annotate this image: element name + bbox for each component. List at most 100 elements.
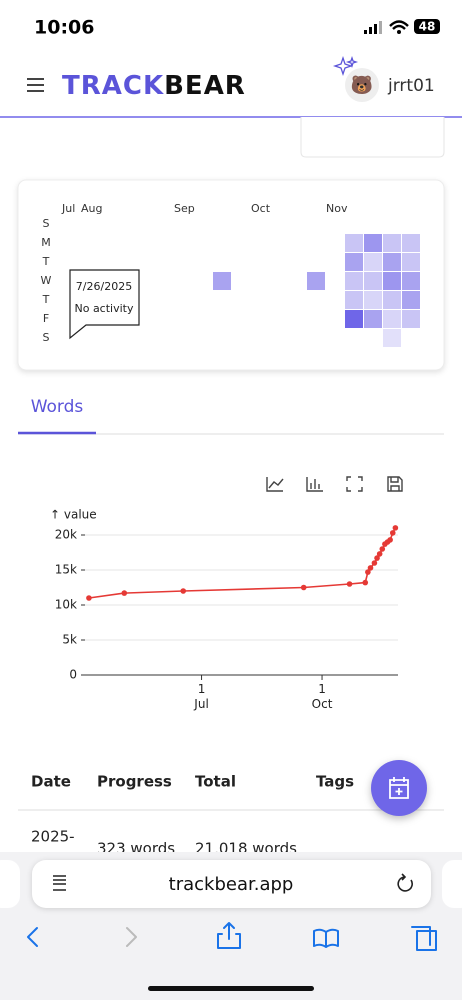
chart: 0 5k 10k 15k 20k [55,525,399,682]
month-label: Oct [251,202,271,215]
heatmap-cell[interactable] [364,310,382,328]
point [300,584,307,591]
tooltip-text: No activity [74,302,133,315]
point [346,581,353,587]
tab-preview [442,860,462,908]
heatmap-cell[interactable] [383,291,401,309]
heatmap-cell[interactable] [364,291,382,309]
day-label: S [43,331,50,344]
heatmap-cell[interactable] [383,253,401,271]
table-header: Progress [97,773,172,791]
battery-level: 48 [419,20,436,34]
signal [364,21,382,34]
toolbox-line[interactable] [266,477,284,492]
table-header: Total [195,773,236,791]
day-label: T [42,293,50,306]
heatmap-cell[interactable] [402,291,420,309]
tab[interactable]: Words [31,397,84,417]
tooltip-date: 7/26/2025 [76,280,132,293]
point [362,579,369,586]
heatmap-cell[interactable] [383,329,401,347]
avatar-emoji: 🐻 [351,74,373,96]
heatmap-cell[interactable] [364,253,382,271]
y-tick-label: 20k [55,528,77,542]
heatmap-cell[interactable] [402,272,420,290]
month-label: Aug [81,202,102,215]
table-header: Date [31,773,71,791]
battery [414,19,440,34]
back-button[interactable] [27,927,38,947]
tooltip [69,269,140,340]
toolbox-fullscreen[interactable] [346,476,363,492]
logo-bear: BEAR [164,71,246,101]
point [379,546,386,552]
tabs-button[interactable] [411,926,437,951]
point [389,530,396,536]
point [121,590,128,596]
heatmap-cell[interactable] [402,253,420,271]
y-axis-title: ↑ value [50,508,97,522]
point [371,560,378,566]
heatmap-cell[interactable] [213,272,231,290]
point [86,595,92,601]
tab-preview [0,860,20,908]
point [367,565,374,571]
toolbox-save[interactable] [387,476,403,492]
menu-button[interactable] [27,78,44,92]
heatmap-cell[interactable] [307,272,325,290]
avatar[interactable] [345,68,379,102]
day-label: W [41,274,52,287]
point [392,525,399,531]
url: trackbear.app [169,874,294,895]
y-tick-label: 5k [62,633,77,647]
heatmap-cell[interactable] [402,310,420,328]
toolbox-bar[interactable] [306,477,323,492]
heatmap-cell[interactable] [345,310,363,328]
heatmap-cell[interactable] [345,291,363,309]
sparkle [332,55,359,77]
x-tick-label: 1 Jul [194,682,209,711]
table-header: Tags [316,773,354,791]
reload-icon[interactable] [397,873,413,892]
heatmap-cell[interactable] [402,234,420,252]
month-label: Nov [326,202,348,215]
add-icon [389,777,409,799]
reader-icon[interactable] [53,875,66,891]
heatmap-cell[interactable] [345,272,363,290]
heatmap-cell[interactable] [383,310,401,328]
wifi-dot [397,30,401,34]
share-button[interactable] [217,922,241,949]
point [387,537,393,543]
point [180,588,187,594]
y-tick-label: 15k [55,563,77,577]
heatmap-cell[interactable] [345,253,363,271]
day-label: T [42,255,50,268]
month-label: Jul [61,202,75,215]
heatmap-cell[interactable] [383,234,401,252]
username[interactable]: jrrt01 [387,76,435,96]
y-tick-label: 0 [69,668,77,682]
logo[interactable]: TRACKBEAR [62,71,246,101]
wifi [389,20,409,30]
heatmap-cell[interactable] [364,234,382,252]
month-label: Sep [174,202,195,215]
bookmarks-button[interactable] [313,928,339,948]
home-indicator [148,986,314,991]
time: 10:06 [34,17,94,39]
y-tick-label: 10k [55,598,77,612]
day-label: S [43,217,50,230]
point [376,551,383,557]
heatmap-cell[interactable] [345,234,363,252]
heatmap-cell[interactable] [383,272,401,290]
forward-button[interactable] [126,927,137,947]
heatmap-cell[interactable] [364,272,382,290]
point [365,569,371,575]
line [88,527,397,599]
address-bar[interactable] [32,860,431,908]
table-cell: 2025- [31,828,75,846]
card-partial [300,117,445,158]
logo-track: TRACK [62,71,164,101]
heatmap-cells [213,234,420,347]
